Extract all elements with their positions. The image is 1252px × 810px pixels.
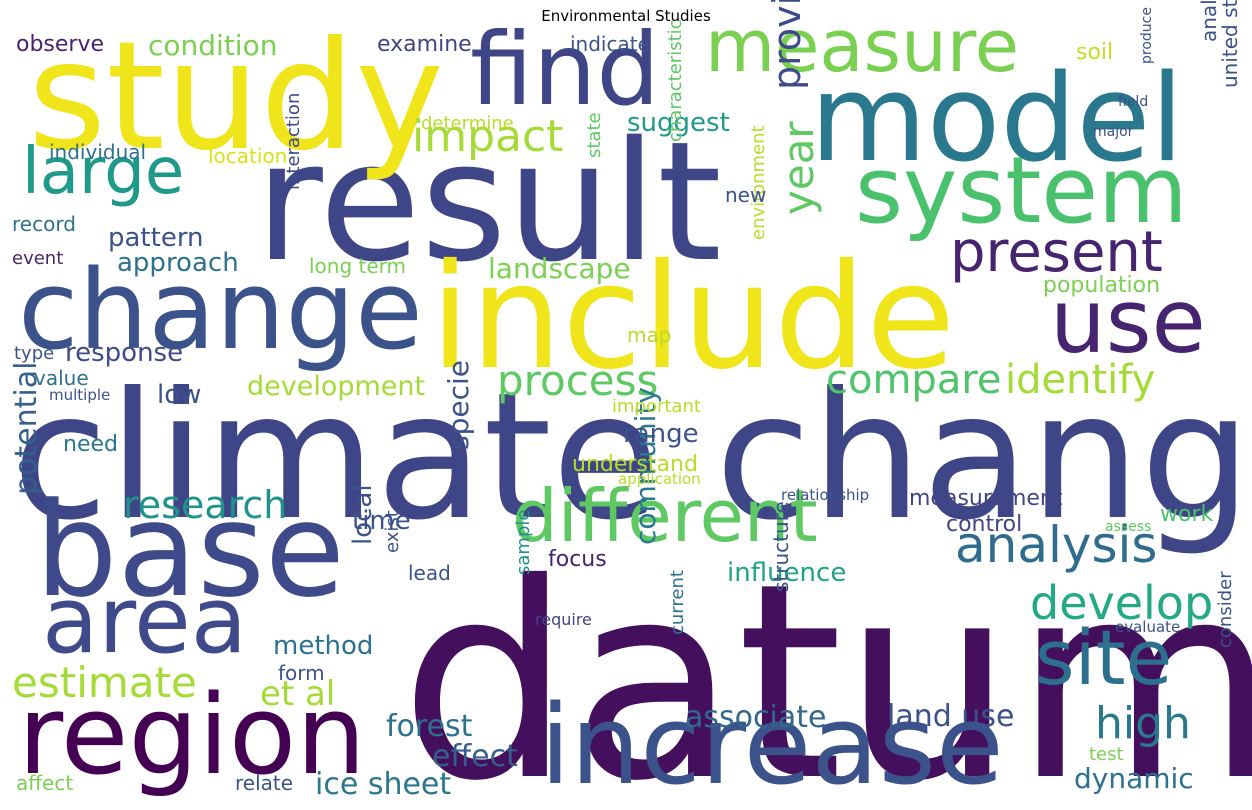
- word-model: model: [810, 50, 1184, 189]
- word-high: high: [1095, 698, 1191, 749]
- word-location: location: [208, 144, 288, 168]
- word-analysis: analysis: [955, 516, 1158, 574]
- word-landscape: landscape: [488, 252, 631, 285]
- word-impact: impact: [412, 111, 564, 162]
- word-state: state: [584, 112, 605, 158]
- word-forest: forest: [386, 709, 473, 744]
- word-relate: relate: [235, 771, 294, 795]
- word-provide: provide: [765, 0, 809, 90]
- word-year: year: [774, 121, 823, 215]
- word-effect: effect: [432, 739, 518, 774]
- word-process: process: [497, 356, 659, 405]
- word-compare: compare: [826, 357, 1002, 403]
- word-method: method: [273, 631, 374, 661]
- word-relationship: relationship: [781, 486, 870, 504]
- word-et-al: et al: [260, 674, 336, 714]
- word-identify: identify: [1005, 357, 1156, 403]
- word-increase: increase: [540, 681, 1004, 809]
- word-pattern: pattern: [108, 223, 204, 253]
- word-base: base: [35, 474, 345, 626]
- word-need: need: [63, 432, 118, 457]
- word-map: map: [627, 323, 672, 347]
- word-development: development: [247, 371, 426, 402]
- word-suggest: suggest: [627, 108, 730, 138]
- word-focus: focus: [548, 547, 607, 572]
- word-approach: approach: [117, 248, 239, 278]
- word-dynamic: dynamic: [1074, 762, 1194, 795]
- word-soil: soil: [1076, 40, 1114, 65]
- word-present: present: [950, 220, 1163, 285]
- word-multiple: multiple: [49, 386, 111, 404]
- word-datum: datum: [400, 525, 1252, 810]
- word-research: research: [123, 483, 288, 527]
- word-climate-change: climate change: [12, 356, 1252, 559]
- word-control: control: [946, 512, 1023, 537]
- word-affect: affect: [16, 771, 74, 795]
- word-site: site: [1035, 613, 1173, 702]
- word-response: response: [65, 338, 184, 368]
- word-include: include: [430, 233, 956, 402]
- word-evaluate: evaluate: [1115, 618, 1181, 636]
- word-time: time: [352, 506, 411, 536]
- word-current: current: [667, 570, 688, 635]
- word-understand: understand: [572, 452, 698, 477]
- word-study: study: [28, 10, 445, 184]
- word-individual: individual: [49, 140, 147, 164]
- word-population: population: [1043, 273, 1161, 298]
- word-specie: specie: [442, 360, 475, 450]
- word-field: field: [1118, 94, 1149, 110]
- word-analyze: analyze: [1197, 0, 1221, 42]
- word-characteristic: characteristic: [665, 19, 686, 142]
- word-determine: determine: [421, 113, 514, 134]
- word-united-state: united state: [1218, 0, 1242, 88]
- word-consider: consider: [1215, 571, 1236, 648]
- word-indicate: indicate: [570, 32, 650, 56]
- word-influence: influence: [727, 558, 847, 588]
- word-change: change: [18, 246, 423, 374]
- word-produce: produce: [1139, 7, 1155, 64]
- word-result: result: [255, 106, 722, 298]
- word-long-term: long term: [309, 254, 407, 278]
- word-lead: lead: [408, 561, 451, 585]
- word-event: event: [12, 248, 64, 269]
- word-application: application: [618, 470, 701, 488]
- word-measurement: measurement: [909, 486, 1063, 511]
- word-interaction: interaction: [283, 92, 304, 190]
- word-large: large: [22, 135, 185, 209]
- word-test: test: [1089, 744, 1124, 765]
- word-examine: examine: [377, 32, 472, 57]
- word-major: major: [1093, 124, 1134, 140]
- word-require: require: [535, 610, 592, 629]
- word-structure: structure: [769, 501, 793, 592]
- word-system: system: [855, 137, 1188, 244]
- word-develop: develop: [1030, 576, 1214, 630]
- word-find: find: [470, 11, 660, 128]
- word-region: region: [18, 671, 366, 799]
- word-ice-sheet: ice sheet: [315, 767, 452, 802]
- word-estimate: estimate: [12, 658, 197, 707]
- word-type: type: [14, 343, 55, 364]
- word-observe: observe: [16, 32, 105, 57]
- word-value: value: [34, 366, 89, 390]
- word-condition: condition: [148, 29, 278, 62]
- page-title: Environmental Studies: [541, 7, 711, 25]
- word-range: range: [623, 419, 699, 449]
- word-assess: assess: [1105, 519, 1152, 535]
- word-use: use: [1050, 270, 1206, 373]
- word-new: new: [725, 183, 767, 207]
- word-land-use: land use: [887, 699, 1015, 734]
- word-form: form: [278, 661, 325, 685]
- word-work: work: [1160, 502, 1214, 527]
- word-measure: measure: [705, 4, 1020, 88]
- word-associate: associate: [685, 700, 827, 735]
- word-different: different: [512, 474, 818, 558]
- word-exist: exist: [382, 510, 403, 553]
- word-low: low: [157, 380, 202, 410]
- word-area: area: [42, 567, 248, 674]
- word-record: record: [12, 212, 76, 236]
- word-important: important: [612, 396, 701, 417]
- word-sample: sample: [513, 509, 534, 575]
